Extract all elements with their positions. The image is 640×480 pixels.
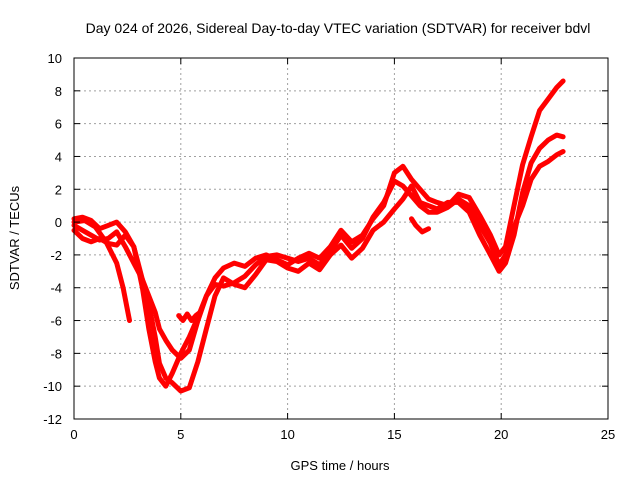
series-track-6 xyxy=(409,216,432,235)
series-group xyxy=(71,78,566,394)
y-tick-label: -12 xyxy=(43,412,62,427)
axis-ticks: 0 5 10 15 20 25 -12 -10 -8 -6 -4 -2 0 2 4 6 8 10 xyxy=(43,51,615,442)
y-tick-label: -8 xyxy=(50,346,62,361)
x-tick-label: 5 xyxy=(177,427,184,442)
y-tick-label: 2 xyxy=(55,182,62,197)
series-track-2 xyxy=(71,132,566,394)
x-tick-label: 25 xyxy=(601,427,615,442)
series-track-4 xyxy=(71,218,132,323)
x-tick-label: 20 xyxy=(494,427,508,442)
y-tick-label: 8 xyxy=(55,84,62,99)
y-axis-label: SDTVAR / TECUs xyxy=(7,185,22,290)
y-tick-label: -6 xyxy=(50,314,62,329)
series-track-1 xyxy=(71,78,566,389)
series-track-5 xyxy=(176,309,203,323)
plot-frame xyxy=(73,57,609,420)
y-tick-label: 10 xyxy=(48,51,62,66)
y-tick-label: -10 xyxy=(43,379,62,394)
y-tick-label: 4 xyxy=(55,149,62,164)
y-tick-label: 0 xyxy=(55,215,62,230)
series-track-3 xyxy=(71,149,566,361)
y-tick-label: 6 xyxy=(55,117,62,132)
y-tick-label: -4 xyxy=(50,281,62,296)
x-axis-label: GPS time / hours xyxy=(291,458,390,473)
x-tick-label: 10 xyxy=(280,427,294,442)
x-tick-label: 15 xyxy=(387,427,401,442)
chart-title: Day 024 of 2026, Sidereal Day-to-day VTE… xyxy=(86,20,591,36)
x-tick-label: 0 xyxy=(70,427,77,442)
y-tick-label: -2 xyxy=(50,248,62,263)
